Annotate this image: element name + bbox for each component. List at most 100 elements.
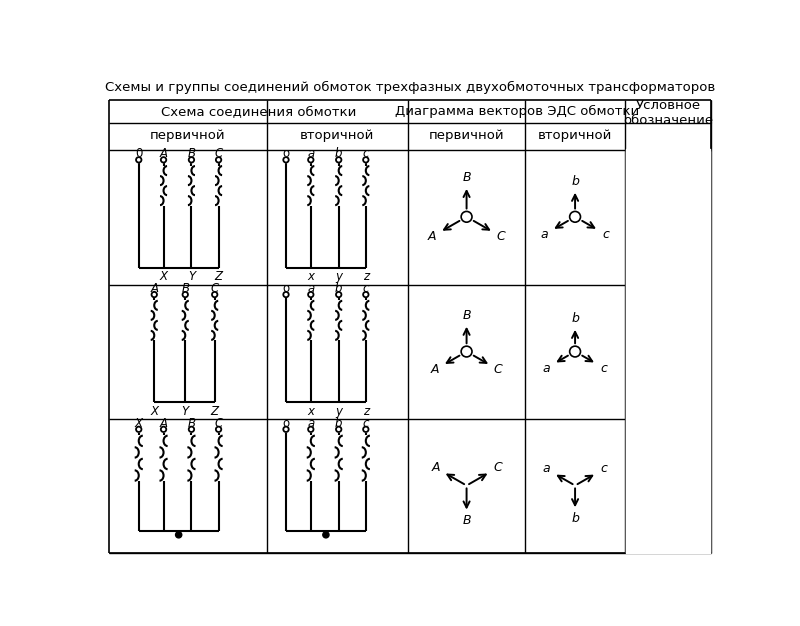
Text: Y/Y - 0: Y/Y - 0: [639, 206, 697, 224]
Text: A: A: [428, 230, 437, 243]
Circle shape: [308, 292, 314, 297]
Text: C: C: [493, 461, 502, 475]
Text: первичной: первичной: [429, 130, 504, 143]
Circle shape: [189, 427, 194, 432]
Text: x: x: [307, 405, 314, 418]
Text: A: A: [430, 363, 439, 376]
Circle shape: [161, 157, 166, 163]
Text: Диаграмма векторов ЭДС обмотки: Диаграмма векторов ЭДС обмотки: [395, 105, 639, 118]
Text: X: X: [134, 417, 142, 429]
Circle shape: [363, 427, 369, 432]
Circle shape: [570, 212, 581, 222]
Text: x: x: [307, 270, 314, 284]
Text: A: A: [159, 147, 167, 160]
Circle shape: [136, 157, 142, 163]
Text: Y/Y - 0: Y/Y - 0: [639, 341, 697, 359]
Text: C: C: [214, 417, 222, 429]
Text: /: /: [662, 342, 667, 361]
Circle shape: [175, 531, 182, 538]
Bar: [626, 151, 710, 552]
Text: A: A: [159, 417, 167, 429]
Text: c: c: [602, 228, 610, 241]
Text: a: a: [307, 417, 314, 429]
Circle shape: [189, 157, 194, 163]
Text: B: B: [187, 417, 195, 429]
Text: b: b: [571, 312, 579, 325]
Text: /: /: [662, 208, 667, 226]
Circle shape: [182, 292, 188, 297]
Text: - 0: - 0: [687, 344, 712, 359]
Text: C: C: [494, 363, 502, 376]
Text: B: B: [462, 515, 471, 528]
Text: B: B: [182, 282, 190, 295]
Circle shape: [461, 346, 472, 357]
Text: b: b: [335, 282, 342, 295]
Text: Схема соединения обмотки: Схема соединения обмотки: [161, 105, 357, 118]
Text: /: /: [662, 476, 667, 495]
Text: b: b: [571, 512, 579, 525]
Text: z: z: [362, 270, 369, 284]
Circle shape: [461, 212, 472, 222]
Text: c: c: [601, 463, 607, 476]
Circle shape: [283, 292, 289, 297]
Text: o: o: [282, 417, 290, 429]
Text: A: A: [150, 282, 158, 295]
Circle shape: [363, 292, 369, 297]
Text: B: B: [187, 147, 195, 160]
Circle shape: [283, 157, 289, 163]
Circle shape: [216, 427, 222, 432]
Text: o: o: [282, 282, 290, 295]
Circle shape: [308, 157, 314, 163]
Text: Y: Y: [182, 405, 189, 418]
Text: Z: Z: [214, 270, 222, 284]
Text: A: A: [431, 461, 440, 475]
Text: c: c: [362, 282, 369, 295]
Circle shape: [336, 157, 342, 163]
Text: b: b: [335, 147, 342, 160]
Circle shape: [323, 531, 329, 538]
Text: y: y: [335, 270, 342, 284]
Text: B: B: [462, 309, 471, 322]
Circle shape: [136, 427, 142, 432]
Text: C: C: [210, 282, 219, 295]
Circle shape: [212, 292, 218, 297]
Circle shape: [570, 346, 581, 357]
Text: c: c: [362, 147, 369, 160]
Text: C: C: [497, 230, 505, 243]
Text: - 0: - 0: [687, 209, 712, 224]
Text: a: a: [307, 282, 314, 295]
Text: z: z: [362, 405, 369, 418]
Text: a: a: [307, 147, 314, 160]
Circle shape: [363, 157, 369, 163]
Text: a: a: [542, 463, 550, 476]
Text: вторичной: вторичной: [300, 130, 374, 143]
Text: Z: Z: [210, 405, 218, 418]
Circle shape: [308, 427, 314, 432]
Text: C: C: [214, 147, 222, 160]
Text: a: a: [542, 362, 550, 374]
Text: c: c: [362, 417, 369, 429]
Text: b: b: [571, 175, 579, 188]
Text: X: X: [150, 405, 158, 418]
Circle shape: [283, 427, 289, 432]
Text: b: b: [335, 417, 342, 429]
Text: вторичной: вторичной: [538, 130, 612, 143]
Text: первичной: первичной: [150, 130, 226, 143]
Circle shape: [216, 157, 222, 163]
Circle shape: [336, 292, 342, 297]
Circle shape: [151, 292, 157, 297]
Text: Условное
обозначение: Условное обозначение: [623, 99, 713, 127]
Text: o: o: [282, 147, 290, 160]
Text: a: a: [540, 228, 548, 241]
Text: V/V - 0: V/V - 0: [638, 475, 698, 493]
Text: X: X: [159, 270, 167, 284]
Text: B: B: [462, 171, 471, 184]
Text: y: y: [335, 405, 342, 418]
Circle shape: [161, 427, 166, 432]
Text: - 0: - 0: [687, 478, 712, 493]
Text: 0: 0: [135, 147, 142, 160]
Circle shape: [336, 427, 342, 432]
Text: c: c: [601, 362, 607, 374]
Text: Y: Y: [188, 270, 195, 284]
Text: Схемы и группы соединений обмоток трехфазных двухобмоточных трансформаторов: Схемы и группы соединений обмоток трехфа…: [105, 81, 715, 94]
